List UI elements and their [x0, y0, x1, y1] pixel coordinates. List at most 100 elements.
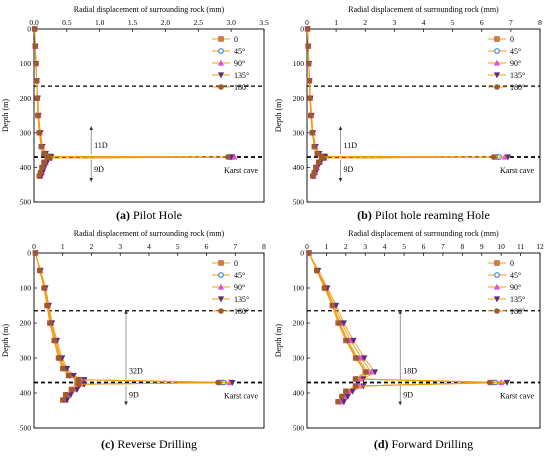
data-point [34, 95, 41, 101]
data-point [353, 355, 360, 361]
karst-cave-label: Karst cave [500, 166, 534, 175]
x-tick-label: 4 [422, 18, 426, 27]
y-tick-label: 500 [293, 424, 305, 433]
data-point [486, 379, 493, 386]
series-135-deg [32, 250, 236, 404]
x-tick-label: 2 [363, 18, 367, 27]
caption-title: Reverse Drilling [114, 437, 197, 451]
panel-caption: (b) Pilot hole reaming Hole [357, 208, 490, 222]
legend-label-45: 45° [234, 271, 245, 280]
y-axis-title: Depth (m) [1, 324, 10, 357]
x-tick-label: 7 [509, 18, 513, 27]
y-tick-label: 500 [20, 198, 32, 207]
legend-marker [493, 296, 501, 303]
legend-marker [218, 308, 224, 314]
x-tick-label: 6 [422, 242, 426, 251]
data-point [304, 26, 311, 32]
caption-letter: (c) [101, 437, 114, 451]
x-tick-label: 0.0 [29, 18, 39, 27]
series-line [35, 252, 224, 401]
data-point [75, 381, 82, 388]
legend-label-135: 135° [234, 71, 249, 80]
data-point [60, 365, 67, 372]
y-axis-title: Depth (m) [1, 99, 10, 132]
data-point [343, 388, 349, 395]
x-tick-label: 7 [233, 242, 237, 251]
series-line [35, 252, 233, 401]
x-tick-label: 5 [402, 242, 406, 251]
lower-extent-label: 9D [343, 165, 353, 174]
x-axis-title: Radial displacement of surrounding rock … [74, 229, 225, 238]
x-tick-label: 1 [334, 18, 338, 27]
legend-label-90: 90° [234, 283, 245, 292]
x-tick-label: 9 [480, 242, 484, 251]
series-90-deg [32, 249, 233, 403]
data-point [32, 43, 39, 50]
data-point [307, 95, 313, 101]
series-90-deg [304, 25, 509, 179]
x-tick-label: 1 [61, 242, 65, 251]
legend-marker [494, 260, 500, 266]
data-point [310, 173, 316, 179]
data-point [229, 379, 236, 386]
data-point [44, 302, 51, 309]
arrowhead-up [338, 126, 343, 131]
y-tick-label: 100 [293, 59, 305, 68]
x-tick-label: 0 [305, 242, 309, 251]
data-point [313, 267, 320, 274]
data-point [39, 164, 46, 171]
series-line [34, 28, 235, 177]
y-tick-label: 400 [20, 389, 32, 398]
data-point [490, 154, 497, 160]
y-tick-label: 200 [293, 94, 305, 103]
x-tick-label: 8 [460, 242, 464, 251]
chart-panel-d: Radial displacement of surrounding rock … [274, 229, 544, 451]
data-point [36, 173, 43, 179]
data-point [74, 386, 81, 393]
x-tick-label: 4 [383, 242, 387, 251]
chart-panel-b: Radial displacement of surrounding rock … [274, 5, 542, 222]
legend-marker [218, 48, 224, 54]
y-tick-label: 300 [20, 128, 32, 137]
legend-label-135: 135° [510, 71, 525, 80]
legend-label-0: 0 [234, 259, 238, 268]
y-axis-title: Depth (m) [274, 324, 283, 357]
x-tick-label: 8 [262, 242, 266, 251]
data-point [306, 78, 313, 84]
legend: 0 45° 90° 135° 180° [488, 35, 525, 92]
x-tick-label: 1.5 [128, 18, 138, 27]
data-point [315, 159, 322, 166]
arrowhead-down [338, 178, 343, 183]
caption-letter: (d) [374, 437, 389, 451]
series-45-deg [31, 26, 234, 179]
x-tick-label: 5 [176, 242, 180, 251]
legend-marker [218, 36, 224, 42]
y-tick-label: 400 [293, 389, 305, 398]
series-0-deg [32, 250, 224, 403]
data-point [361, 355, 368, 362]
data-point [231, 153, 238, 160]
series-line [307, 28, 500, 177]
legend-label-0: 0 [510, 35, 514, 44]
series-90-deg [305, 249, 505, 405]
upper-extent-label: 11D [343, 141, 357, 150]
series-45-deg [32, 250, 227, 403]
series-line [308, 252, 502, 403]
data-point [33, 60, 39, 67]
data-point [344, 393, 351, 400]
legend-label-135: 135° [510, 295, 525, 304]
chart-panel-c: Radial displacement of surrounding rock … [1, 229, 266, 451]
data-point [45, 155, 52, 161]
y-tick-label: 400 [20, 163, 32, 172]
x-tick-label: 5 [451, 18, 455, 27]
plot-frame [33, 252, 265, 429]
y-tick-label: 100 [293, 284, 305, 293]
panel-caption: (a) Pilot Hole [116, 208, 182, 222]
legend-marker [217, 59, 225, 66]
arrowhead-down [124, 401, 128, 406]
data-point [307, 112, 314, 119]
x-axis-title: Radial displacement of surrounding rock … [348, 229, 499, 238]
legend-label-45: 45° [510, 271, 521, 280]
caption-title: Forward Drilling [389, 437, 474, 451]
